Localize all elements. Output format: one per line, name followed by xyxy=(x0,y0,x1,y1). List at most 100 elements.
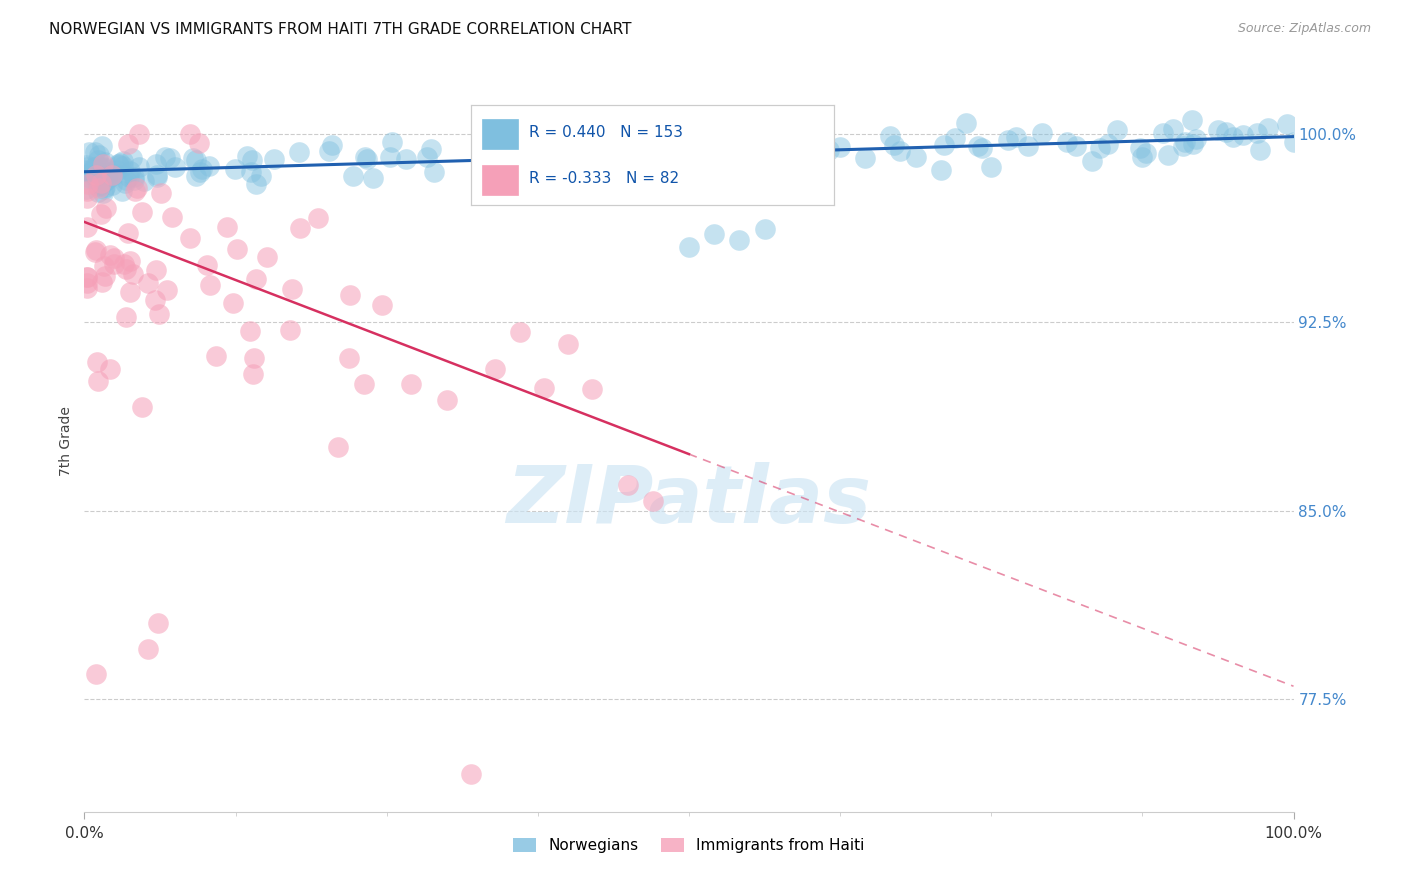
Point xyxy=(224,161,246,176)
Point xyxy=(932,137,955,152)
Point xyxy=(484,362,506,376)
Point xyxy=(967,139,990,153)
Point xyxy=(339,288,361,302)
Point xyxy=(1277,117,1299,131)
Point xyxy=(1181,136,1204,151)
Point xyxy=(240,153,263,168)
Point xyxy=(1031,126,1053,140)
Point xyxy=(776,137,799,152)
Point xyxy=(115,173,138,187)
Point xyxy=(617,477,640,491)
Point xyxy=(76,161,98,175)
Point xyxy=(90,207,112,221)
Point xyxy=(96,173,118,187)
Point xyxy=(98,361,121,376)
Point xyxy=(91,161,114,175)
Point xyxy=(509,325,531,339)
Point xyxy=(307,211,329,226)
Point xyxy=(75,162,97,177)
Point xyxy=(200,277,222,292)
Point xyxy=(80,165,103,179)
Point xyxy=(188,165,211,179)
Point xyxy=(134,173,156,187)
Point xyxy=(121,267,143,281)
Point xyxy=(86,355,108,369)
Point xyxy=(112,257,135,271)
Point xyxy=(105,162,128,177)
Point xyxy=(1005,130,1028,145)
Point xyxy=(1206,123,1229,137)
Point xyxy=(145,157,167,171)
Point xyxy=(110,156,132,170)
Point xyxy=(533,381,555,395)
Point xyxy=(121,151,143,165)
Point xyxy=(84,244,107,258)
Point xyxy=(76,184,98,198)
Point xyxy=(155,151,177,165)
Point xyxy=(195,258,218,272)
Point xyxy=(146,168,169,182)
Point xyxy=(1246,126,1268,140)
Point xyxy=(131,204,153,219)
Point xyxy=(804,130,827,145)
Point xyxy=(103,257,125,271)
Point xyxy=(122,172,145,186)
Point xyxy=(131,400,153,414)
Point xyxy=(143,293,166,307)
Point xyxy=(1056,135,1078,149)
Point xyxy=(149,186,172,200)
Point xyxy=(96,166,118,180)
Point xyxy=(160,210,183,224)
Point xyxy=(1152,126,1174,140)
Point xyxy=(91,157,114,171)
Point xyxy=(122,169,145,184)
Point xyxy=(90,168,112,182)
Point xyxy=(115,261,138,276)
Point xyxy=(76,164,98,178)
Point xyxy=(198,159,221,173)
Point xyxy=(242,368,264,382)
Point xyxy=(420,142,443,156)
Point xyxy=(86,169,108,183)
Point xyxy=(1064,138,1087,153)
Point xyxy=(89,172,111,186)
Point xyxy=(217,219,239,234)
Point xyxy=(87,374,110,388)
Y-axis label: 7th Grade: 7th Grade xyxy=(59,407,73,476)
Point xyxy=(703,227,725,242)
Point xyxy=(90,138,112,153)
Point xyxy=(1097,137,1119,152)
Point xyxy=(239,324,262,338)
Point xyxy=(76,276,98,290)
Point xyxy=(128,127,150,141)
Point xyxy=(378,151,401,165)
Point xyxy=(371,297,394,311)
Point xyxy=(278,323,301,337)
Point xyxy=(111,184,134,198)
Point xyxy=(183,151,205,165)
Legend: Norwegians, Immigrants from Haiti: Norwegians, Immigrants from Haiti xyxy=(508,832,870,860)
Point xyxy=(853,151,876,165)
Point xyxy=(980,160,1002,174)
Point xyxy=(245,177,267,191)
Point xyxy=(754,222,776,236)
Point xyxy=(186,153,208,167)
Point xyxy=(1232,128,1254,142)
Point xyxy=(205,349,228,363)
Point xyxy=(883,138,905,153)
Point xyxy=(830,139,852,153)
Point xyxy=(557,337,579,351)
Point xyxy=(145,263,167,277)
Point xyxy=(728,233,751,247)
Point xyxy=(356,152,378,166)
Point xyxy=(76,172,98,186)
Point xyxy=(103,251,125,265)
Point xyxy=(1171,139,1194,153)
Point xyxy=(117,170,139,185)
Point xyxy=(89,181,111,195)
Point xyxy=(96,201,118,215)
Point xyxy=(1132,150,1154,164)
Point xyxy=(136,641,159,656)
Point xyxy=(125,181,148,195)
Point xyxy=(641,494,664,508)
